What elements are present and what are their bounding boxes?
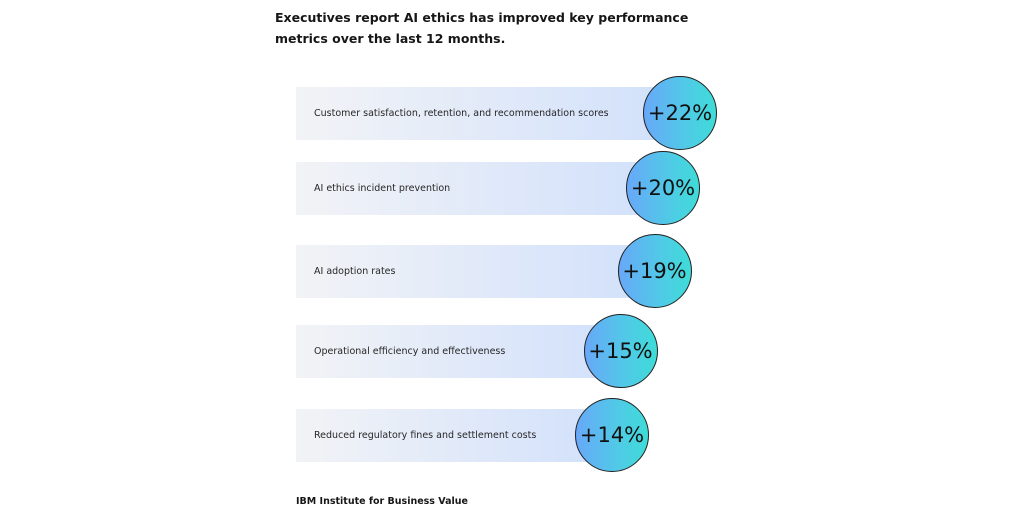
bar: Reduced regulatory fines and settlement … — [296, 409, 612, 462]
bar: AI ethics incident prevention — [296, 162, 663, 215]
bar: Customer satisfaction, retention, and re… — [296, 87, 680, 140]
bar-label: Customer satisfaction, retention, and re… — [314, 108, 609, 119]
bar-label: Reduced regulatory fines and settlement … — [314, 430, 537, 441]
value-circle: +20% — [626, 151, 700, 225]
value-circle: +19% — [617, 234, 692, 308]
value-circle: +14% — [575, 398, 649, 472]
source-footer: IBM Institute for Business Value — [296, 496, 468, 507]
value-circle: +22% — [643, 76, 717, 150]
bar: Operational efficiency and effectiveness — [296, 325, 621, 378]
bar-label: AI adoption rates — [314, 266, 396, 277]
bar-label: Operational efficiency and effectiveness — [314, 346, 506, 357]
chart-title: Executives report AI ethics has improved… — [275, 10, 689, 46]
value-circle: +15% — [583, 314, 658, 388]
bar: AI adoption rates — [296, 245, 655, 298]
bar-label: AI ethics incident prevention — [314, 183, 451, 194]
